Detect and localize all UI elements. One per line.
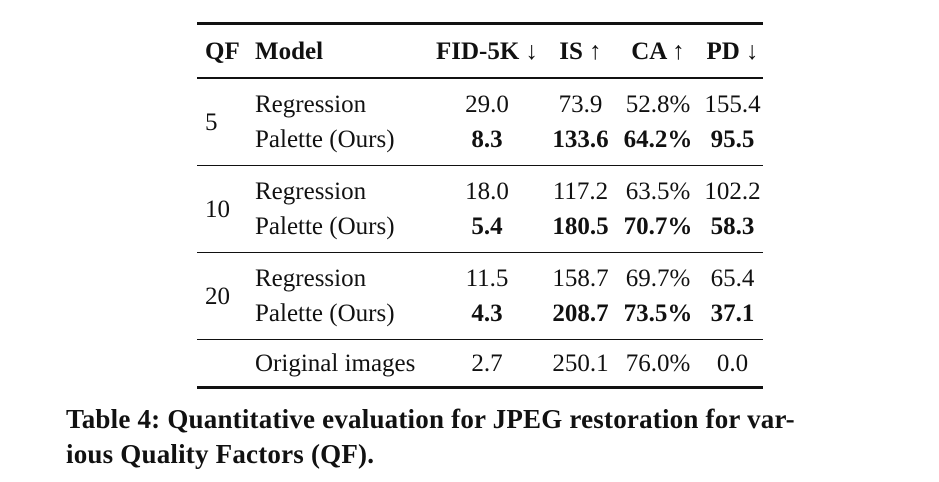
table-caption: Table 4: Quantitative evaluation for JPE… bbox=[66, 402, 896, 472]
col-header-ca: CA ↑ bbox=[631, 37, 685, 65]
original-images-row: Original images 2.7 250.1 76.0% 0.0 bbox=[197, 340, 763, 386]
metric-cell-pd: 58.3 bbox=[710, 213, 755, 240]
metric-cell-ca: 76.0% bbox=[625, 350, 691, 377]
metric-cell-pd: 95.5 bbox=[710, 126, 755, 153]
metric-cell-fid5k: 5.4 bbox=[471, 213, 503, 240]
qf-group-20: 20 Regression 11.5 158.7 69.7% 65.4 Pale… bbox=[197, 253, 763, 340]
metric-cell-ca: 73.5% bbox=[623, 300, 693, 327]
qf-group-label: 20 bbox=[205, 282, 230, 310]
metric-cell-ca: 63.5% bbox=[625, 178, 691, 205]
metric-cell-fid5k: 18.0 bbox=[465, 178, 509, 205]
model-cell: Original images bbox=[255, 350, 416, 377]
metric-cell-ca: 70.7% bbox=[623, 213, 693, 240]
metric-cell-pd: 102.2 bbox=[704, 178, 761, 205]
model-cell: Palette (Ours) bbox=[255, 300, 395, 327]
qf-group-label: 10 bbox=[205, 195, 230, 223]
results-table: QF Model FID-5K ↓ IS ↑ CA ↑ PD ↓ 5 Regre… bbox=[197, 22, 763, 389]
metric-cell-is: 208.7 bbox=[552, 300, 609, 327]
model-cell: Regression bbox=[255, 91, 367, 118]
qf-group-label: 5 bbox=[205, 108, 218, 136]
metric-cell-pd: 0.0 bbox=[716, 350, 749, 377]
metric-cell-is: 133.6 bbox=[552, 126, 609, 153]
metric-cell-is: 117.2 bbox=[552, 178, 609, 205]
col-header-pd: PD ↓ bbox=[706, 37, 759, 65]
metric-cell-pd: 65.4 bbox=[710, 265, 755, 292]
metric-cell-fid5k: 29.0 bbox=[465, 91, 509, 118]
col-header-model: Model bbox=[255, 37, 324, 65]
metric-cell-pd: 37.1 bbox=[710, 300, 755, 327]
table-caption-line1: Table 4: Quantitative evaluation for JPE… bbox=[66, 404, 795, 434]
metric-cell-fid5k: 4.3 bbox=[471, 300, 503, 327]
metric-cell-ca: 64.2% bbox=[623, 126, 693, 153]
qf-group-5: 5 Regression 29.0 73.9 52.8% 155.4 Palet… bbox=[197, 79, 763, 166]
col-header-is: IS ↑ bbox=[559, 37, 602, 65]
metric-cell-is: 73.9 bbox=[558, 91, 603, 118]
table-header-row: QF Model FID-5K ↓ IS ↑ CA ↑ PD ↓ bbox=[197, 25, 763, 79]
model-cell: Palette (Ours) bbox=[255, 126, 395, 153]
col-header-fid5k: FID-5K ↓ bbox=[435, 37, 539, 65]
table-caption-line2: ious Quality Factors (QF). bbox=[66, 439, 375, 469]
metric-cell-is: 180.5 bbox=[552, 213, 609, 240]
metric-cell-fid5k: 11.5 bbox=[465, 265, 509, 292]
model-cell: Palette (Ours) bbox=[255, 213, 395, 240]
metric-cell-ca: 69.7% bbox=[625, 265, 691, 292]
metric-cell-is: 250.1 bbox=[552, 350, 609, 377]
metric-cell-fid5k: 8.3 bbox=[471, 126, 503, 153]
metric-cell-pd: 155.4 bbox=[704, 91, 761, 118]
model-cell: Regression bbox=[255, 265, 367, 292]
col-header-qf: QF bbox=[205, 37, 240, 65]
qf-group-10: 10 Regression 18.0 117.2 63.5% 102.2 Pal… bbox=[197, 166, 763, 253]
model-cell: Regression bbox=[255, 178, 367, 205]
metric-cell-is: 158.7 bbox=[552, 265, 609, 292]
metric-cell-ca: 52.8% bbox=[625, 91, 691, 118]
metric-cell-fid5k: 2.7 bbox=[471, 350, 503, 377]
